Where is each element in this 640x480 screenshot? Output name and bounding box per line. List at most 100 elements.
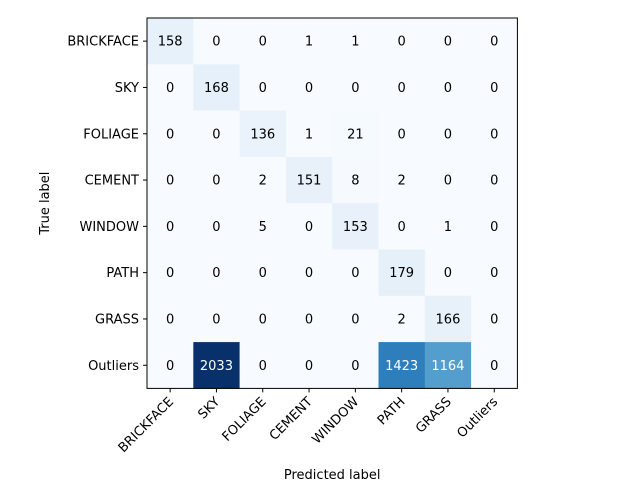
heatmap-cell: [147, 18, 194, 65]
cell-value-label: 0: [166, 220, 174, 235]
heatmap-cell: [239, 156, 287, 204]
cell-value-label: 0: [305, 359, 313, 374]
heatmap-cell: [378, 249, 426, 297]
x-axis-title: Predicted label: [284, 468, 381, 480]
y-tick-label: Outliers: [88, 359, 139, 374]
cell-value-label: 0: [259, 359, 267, 374]
heatmap-cell: [471, 18, 518, 65]
heatmap-cell: [147, 156, 194, 204]
y-tick-label: BRICKFACE: [67, 35, 139, 50]
heatmap-cell: [424, 18, 472, 65]
cell-value-label: 168: [204, 81, 229, 96]
cell-value-label: 2: [398, 174, 406, 189]
cell-value-label: 0: [444, 266, 452, 281]
cell-value-label: 0: [259, 312, 267, 327]
heatmap-cell: [285, 295, 333, 343]
heatmap-cell: [332, 249, 379, 297]
cell-value-label: 0: [490, 266, 498, 281]
heatmap-cell: [424, 342, 472, 389]
heatmap-cell: [378, 203, 426, 250]
cell-value-label: 0: [444, 35, 452, 50]
heatmap-cell: [471, 110, 518, 158]
cell-value-label: 0: [490, 359, 498, 374]
cell-value-label: 0: [212, 174, 220, 189]
cell-value-label: 0: [212, 220, 220, 235]
heatmap-cell: [424, 156, 472, 204]
cell-value-label: 0: [351, 312, 359, 327]
cell-value-label: 2033: [200, 359, 233, 374]
heatmap-cell: [424, 110, 472, 158]
heatmap-cell: [285, 249, 333, 297]
y-tick-label: WINDOW: [79, 220, 139, 235]
heatmap-cell: [285, 203, 333, 250]
heatmap-cell: [424, 295, 472, 343]
heatmap-cell: [378, 64, 426, 111]
cell-value-label: 0: [490, 81, 498, 96]
y-axis: BRICKFACE SKY FOLIAGE CEMENT WINDOW PATH GRASS…: [67, 35, 147, 374]
heatmap-cell: [193, 342, 240, 389]
heatmap-cell: [332, 64, 379, 111]
cell-value-label: 179: [389, 266, 414, 281]
heatmap-cell: [471, 156, 518, 204]
cell-value-label: 0: [259, 35, 267, 50]
cell-value-label: 1164: [431, 359, 464, 374]
cell-value-label: 0: [351, 359, 359, 374]
cell-value-label: 0: [259, 266, 267, 281]
heatmap-cell: [285, 18, 333, 65]
heatmap-cell: [239, 110, 287, 158]
heatmap-cell: [147, 342, 194, 389]
heatmap-cell: [239, 18, 287, 65]
cell-value-label: 1: [351, 35, 359, 50]
cell-value-label: 0: [398, 220, 406, 235]
cell-value-label: 0: [444, 174, 452, 189]
heatmap-cell: [471, 342, 518, 389]
heatmap-cell: [332, 342, 379, 389]
heatmap-cell: [332, 156, 379, 204]
cell-value-label: 21: [347, 127, 364, 142]
cell-value-label: 0: [166, 81, 174, 96]
heatmap-cell: [378, 18, 426, 65]
heatmap-cell: [471, 249, 518, 297]
heatmap-cells: [147, 18, 518, 389]
cell-value-label: 151: [297, 174, 322, 189]
cell-value-label: 2: [398, 312, 406, 327]
cell-value-labels: 158 0 0 1 1 0 0 00 168 0 0 0 0 0 00 0 136 1 21 0 0 00 0 2 151 8 2 0…: [158, 35, 499, 374]
heatmap-cell: [471, 203, 518, 250]
cell-value-label: 0: [490, 312, 498, 327]
cell-value-label: 0: [166, 359, 174, 374]
heatmap-cell: [424, 203, 472, 250]
heatmap-cell: [332, 110, 379, 158]
heatmap-cell: [378, 342, 426, 389]
heatmap-cell: [285, 110, 333, 158]
cell-value-label: 1: [305, 127, 313, 142]
cell-value-label: 1423: [385, 359, 418, 374]
cell-value-label: 0: [490, 35, 498, 50]
cell-value-label: 0: [305, 312, 313, 327]
cell-value-label: 0: [212, 266, 220, 281]
heatmap-cell: [193, 156, 240, 204]
cell-value-label: 0: [166, 312, 174, 327]
y-tick-label: PATH: [106, 266, 139, 281]
heatmap-cell: [147, 203, 194, 250]
cell-value-label: 0: [444, 127, 452, 142]
heatmap-cell: [332, 295, 379, 343]
cell-value-label: 0: [305, 266, 313, 281]
cell-value-label: 0: [398, 81, 406, 96]
cell-value-label: 8: [351, 174, 359, 189]
cell-value-label: 136: [250, 127, 275, 142]
heatmap-cell: [378, 110, 426, 158]
cell-value-label: 0: [398, 127, 406, 142]
cell-value-label: 0: [490, 174, 498, 189]
heatmap-cell: [424, 249, 472, 297]
y-axis-title: True label: [38, 172, 53, 236]
heatmap-cell: [239, 64, 287, 111]
heatmap-cell: [193, 18, 240, 65]
heatmap-cell: [239, 342, 287, 389]
heatmap-cell: [285, 342, 333, 389]
plot-frame: [146, 17, 518, 389]
heatmap-cell: [378, 156, 426, 204]
heatmap-cell: [285, 64, 333, 111]
cell-value-label: 0: [351, 266, 359, 281]
heatmap-cell: [193, 203, 240, 250]
